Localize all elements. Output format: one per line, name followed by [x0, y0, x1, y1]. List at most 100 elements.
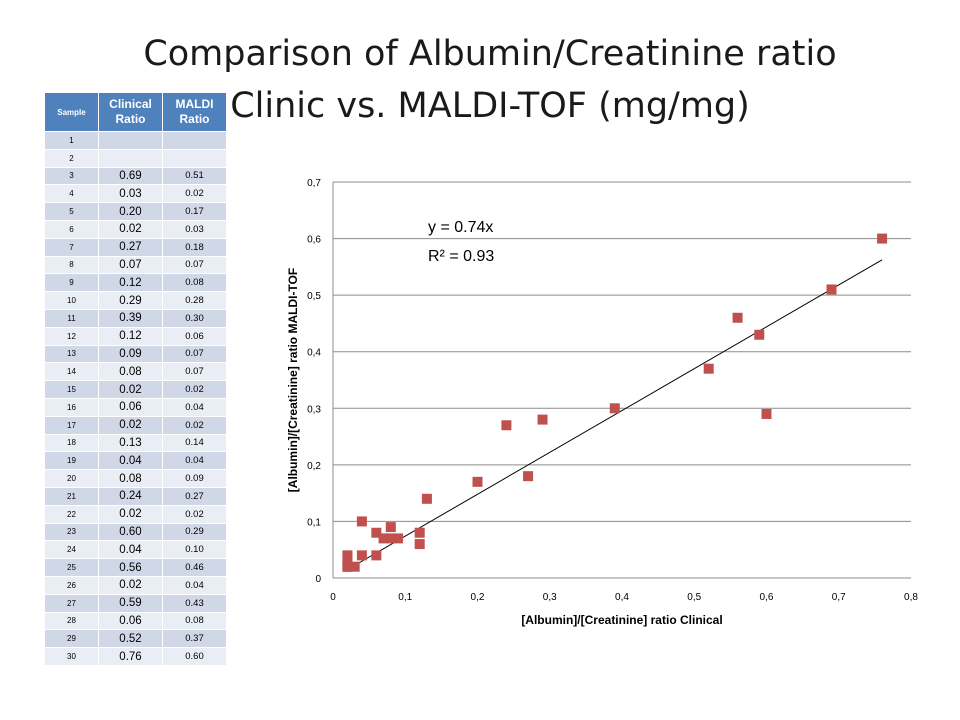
sample-cell: 4	[44, 184, 99, 204]
maldi-ratio-cell: 0.02	[162, 504, 227, 524]
table-row: 11 0.39 0.30	[44, 308, 227, 328]
sample-cell: 18	[44, 433, 99, 453]
table-row: 16 0.06 0.04	[44, 397, 227, 417]
sample-cell: 22	[44, 504, 99, 524]
sample-cell: 27	[44, 593, 99, 613]
clinical-ratio-cell: 0.06	[98, 397, 163, 417]
data-point	[523, 471, 534, 482]
data-point	[754, 329, 765, 340]
title-line-2: Clinic vs. MALDI-TOF (mg/mg)	[230, 86, 750, 126]
clinical-ratio-cell: 0.08	[98, 469, 163, 488]
maldi-ratio-cell: 0.30	[162, 308, 227, 328]
maldi-ratio-cell: 0.08	[162, 611, 227, 631]
sample-cell: 17	[44, 415, 99, 435]
sample-cell: 16	[44, 397, 99, 417]
data-point	[472, 476, 483, 487]
clinical-ratio-cell: 0.08	[98, 362, 163, 382]
sample-cell: 26	[44, 575, 99, 595]
data-point	[342, 550, 353, 561]
y-tick-label: 0	[315, 574, 321, 585]
table-row: 10 0.29 0.28	[44, 291, 227, 310]
data-point	[349, 561, 360, 572]
title-line-1: Comparison of Albumin/Creatinine ratio	[143, 34, 837, 74]
maldi-ratio-cell: 0.02	[162, 184, 227, 204]
data-point	[385, 533, 396, 544]
sample-cell: 20	[44, 469, 99, 488]
table-row: 1	[44, 131, 227, 150]
clinical-ratio-cell: 0.12	[98, 326, 163, 346]
sample-cell: 5	[44, 202, 99, 221]
x-tick-label: 0,7	[832, 592, 846, 603]
trendline	[347, 259, 883, 571]
sample-cell: 15	[44, 380, 99, 399]
table-row: 6 0.02 0.03	[44, 219, 227, 239]
table-row: 22 0.02 0.02	[44, 504, 227, 524]
y-tick-label: 0,3	[307, 404, 321, 415]
data-point	[537, 414, 548, 425]
data-point	[356, 550, 367, 561]
maldi-ratio-cell: 0.27	[162, 486, 227, 506]
x-axis-title: [Albumin]/[Creatinine] ratio Clinical	[521, 613, 722, 627]
data-point	[371, 527, 382, 538]
data-point	[414, 527, 425, 538]
slide-title: Comparison of Albumin/Creatinine ratio C…	[110, 28, 870, 132]
maldi-ratio-cell	[162, 148, 227, 168]
sample-cell: 2	[44, 148, 99, 168]
x-tick-label: 0,8	[904, 592, 918, 603]
table-row: 24 0.04 0.10	[44, 540, 227, 560]
data-point	[385, 522, 396, 533]
table-row: 20 0.08 0.09	[44, 469, 227, 488]
table-row: 21 0.24 0.27	[44, 486, 227, 506]
y-axis-title: [Albumin]/[Creatinine] ratio MALDI-TOF	[286, 268, 300, 492]
x-tick-label: 0,2	[471, 592, 485, 603]
x-tick-label: 0	[330, 592, 336, 603]
data-point	[342, 556, 353, 567]
table-row: 7 0.27 0.18	[44, 237, 227, 257]
data-point	[371, 550, 382, 561]
y-tick-label: 0,6	[307, 235, 321, 246]
table-row: 23 0.60 0.29	[44, 522, 227, 542]
table-row: 30 0.76 0.60	[44, 647, 227, 666]
data-point	[421, 493, 432, 504]
clinical-ratio-cell: 0.13	[98, 433, 163, 453]
maldi-ratio-cell: 0.18	[162, 237, 227, 257]
maldi-ratio-cell: 0.37	[162, 629, 227, 649]
clinical-ratio-cell: 0.02	[98, 219, 163, 239]
maldi-ratio-cell: 0.43	[162, 593, 227, 613]
data-table: Sample Clinical Ratio MALDI Ratio 1 2 3 0.6…	[44, 92, 227, 666]
clinical-ratio-cell: 0.59	[98, 593, 163, 613]
data-point	[501, 420, 512, 431]
x-tick-label: 0,4	[615, 592, 629, 603]
table-header-row: Sample Clinical Ratio MALDI Ratio	[44, 92, 227, 132]
data-point	[703, 363, 714, 374]
maldi-ratio-cell: 0.60	[162, 647, 227, 666]
clinical-ratio-cell: 0.60	[98, 522, 163, 542]
sample-cell: 24	[44, 540, 99, 560]
data-point	[732, 312, 743, 323]
sample-cell: 29	[44, 629, 99, 649]
y-tick-label: 0,1	[307, 517, 321, 528]
sample-cell: 19	[44, 451, 99, 471]
clinical-ratio-cell: 0.39	[98, 308, 163, 328]
table-row: 5 0.20 0.17	[44, 202, 227, 221]
table-row: 13 0.09 0.07	[44, 344, 227, 364]
sample-cell: 1	[44, 131, 99, 150]
header-sample: Sample	[44, 92, 99, 132]
clinical-ratio-cell	[98, 148, 163, 168]
maldi-ratio-cell: 0.02	[162, 415, 227, 435]
data-point	[826, 284, 837, 295]
data-point	[609, 403, 620, 414]
data-point	[378, 533, 389, 544]
y-tick-label: 0,7	[307, 178, 321, 189]
x-tick-label: 0,3	[543, 592, 557, 603]
data-point	[877, 233, 888, 244]
table-row: 27 0.59 0.43	[44, 593, 227, 613]
clinical-ratio-cell: 0.27	[98, 237, 163, 257]
data-point	[414, 539, 425, 550]
r-squared-label: R² = 0.93	[428, 248, 494, 265]
y-tick-label: 0,2	[307, 461, 321, 472]
maldi-ratio-cell	[162, 131, 227, 150]
x-tick-label: 0,5	[687, 592, 701, 603]
maldi-ratio-cell: 0.17	[162, 202, 227, 221]
